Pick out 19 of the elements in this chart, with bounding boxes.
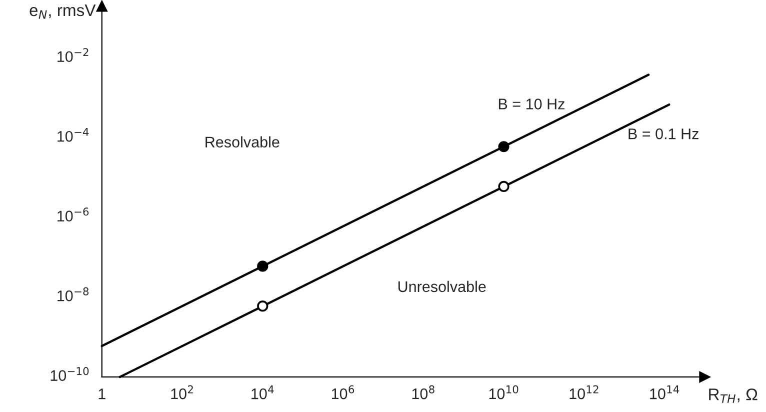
series-label: B = 10 Hz — [498, 98, 564, 110]
x-tick-label: 10$^{12}$ — [570, 385, 598, 400]
y-axis-title: e$_{N}$, rmsV — [30, 4, 96, 19]
y-tick-label: 10$^{−4}$ — [58, 128, 89, 142]
x-tick-label: 10$^{6}$ — [332, 385, 354, 400]
annotation: Unresolvable — [398, 280, 486, 292]
x-tick-label: 1 — [98, 388, 106, 400]
y-tick-label: 10$^{−10}$ — [50, 367, 89, 381]
annotation: Resolvable — [206, 136, 280, 148]
y-tick-label: 10$^{−6}$ — [58, 208, 89, 222]
x-tick-label: 10$^{8}$ — [412, 385, 434, 400]
y-tick-label: 10$^{−8}$ — [58, 287, 89, 302]
x-tick-label: 10$^{10}$ — [489, 385, 518, 400]
x-tick-label: 10$^{2}$ — [171, 385, 193, 400]
x-tick-label: 10$^{4}$ — [252, 385, 274, 400]
x-axis-title: R$_{TH}$, Ω — [709, 388, 758, 403]
y-tick-label: 10$^{−2}$ — [58, 48, 88, 62]
x-tick-label: 10$^{14}$ — [650, 385, 680, 400]
series-label: B = 0.1 Hz — [628, 128, 698, 140]
